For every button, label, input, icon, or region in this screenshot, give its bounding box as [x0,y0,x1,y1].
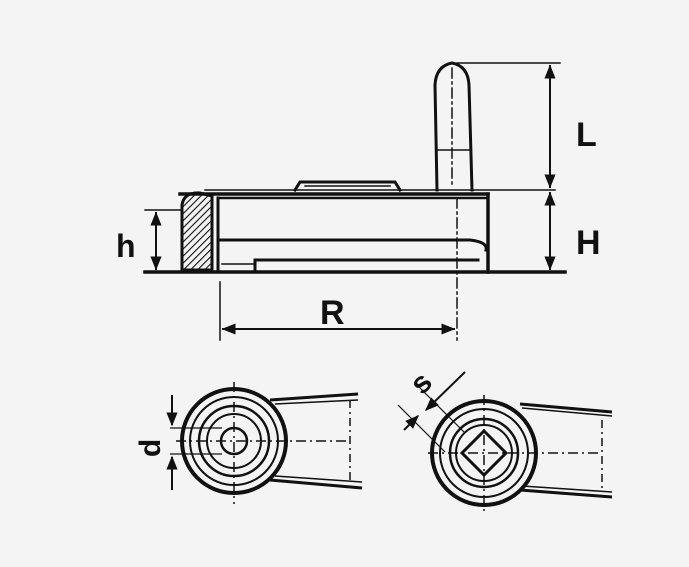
label-H: H [576,224,601,262]
hub-view-square-bore [397,371,613,512]
hub-section [180,191,214,272]
label-d: d [134,439,167,457]
label-R: R [320,294,345,332]
handle [433,61,474,192]
label-h: h [116,228,136,264]
label-s: s [404,366,439,401]
side-view [143,61,567,341]
hub-view-round-bore [166,382,363,504]
wheel-rim [143,180,567,274]
label-L: L [576,116,597,154]
